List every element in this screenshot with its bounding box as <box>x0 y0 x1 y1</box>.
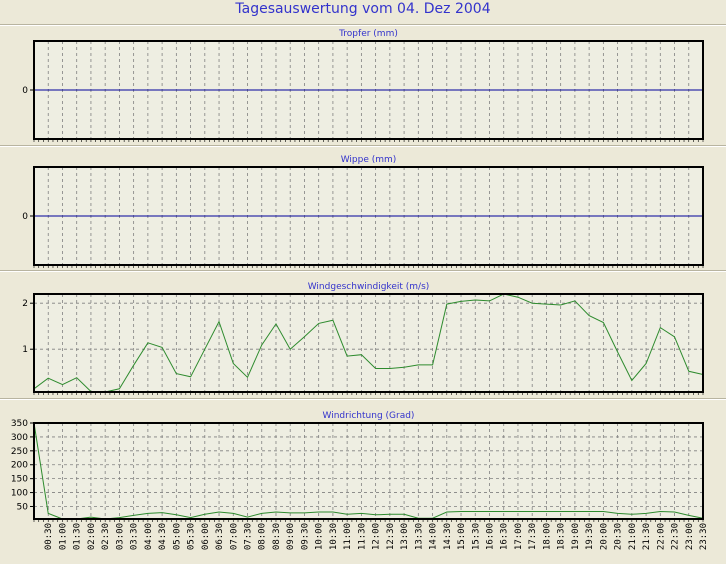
divider <box>0 24 726 26</box>
y-tick-label: 100 <box>11 489 28 499</box>
plot-border <box>33 422 704 520</box>
x-tick-label: 22:30 <box>671 523 681 550</box>
chart-title: Wippe (mm) <box>341 155 397 165</box>
y-tick-label: 300 <box>11 433 28 443</box>
y-tick-label: 150 <box>11 475 28 485</box>
x-tick-label: 14:30 <box>443 523 453 550</box>
x-tick-label: 10:30 <box>329 523 339 550</box>
x-tick-label: 07:00 <box>229 523 239 550</box>
x-tick-label: 15:30 <box>471 523 481 550</box>
x-tick-label: 05:00 <box>172 523 182 550</box>
x-tick-label: 21:00 <box>628 523 638 550</box>
x-tick-label: 11:00 <box>343 523 353 550</box>
x-tick-label: 15:00 <box>457 523 467 550</box>
y-tick-label: 0 <box>22 212 28 222</box>
x-tick-label: 06:30 <box>215 523 225 550</box>
plot-area <box>34 294 703 392</box>
y-tick-label: 250 <box>11 447 28 457</box>
y-tick-label: 2 <box>22 299 28 309</box>
x-tick-label: 13:30 <box>414 523 424 550</box>
x-tick-label: 05:30 <box>187 523 197 550</box>
x-tick-label: 09:00 <box>286 523 296 550</box>
chart-title: Windrichtung (Grad) <box>323 411 415 421</box>
x-tick-label: 13:00 <box>400 523 410 550</box>
y-tick-label: 0 <box>22 86 28 96</box>
x-tick-label: 01:30 <box>73 523 83 550</box>
x-tick-label: 03:30 <box>130 523 140 550</box>
x-tick-label: 20:00 <box>599 523 609 550</box>
x-tick-label: 03:00 <box>115 523 125 550</box>
plot-border <box>33 166 704 266</box>
x-tick-label: 17:00 <box>514 523 524 550</box>
plot-area <box>34 423 703 519</box>
x-tick-label: 22:00 <box>656 523 666 550</box>
x-tick-label: 06:00 <box>201 523 211 550</box>
x-tick-label: 16:30 <box>500 523 510 550</box>
chart-title: Tropfer (mm) <box>338 29 398 39</box>
x-tick-label: 04:30 <box>158 523 168 550</box>
x-tick-label: 17:30 <box>528 523 538 550</box>
divider <box>0 270 726 272</box>
plot-border <box>33 293 704 393</box>
x-tick-label: 19:30 <box>585 523 595 550</box>
chart-title: Windgeschwindigkeit (m/s) <box>308 282 430 292</box>
page-title: Tagesauswertung vom 04. Dez 2004 <box>235 1 491 17</box>
x-tick-label: 12:00 <box>372 523 382 550</box>
x-tick-label: 02:30 <box>101 523 111 550</box>
x-tick-label: 08:00 <box>258 523 268 550</box>
x-tick-label: 16:00 <box>485 523 495 550</box>
x-tick-label: 19:00 <box>571 523 581 550</box>
x-tick-label: 21:30 <box>642 523 652 550</box>
y-tick-label: 50 <box>17 502 29 512</box>
x-tick-label: 08:30 <box>272 523 282 550</box>
x-tick-label: 18:00 <box>542 523 552 550</box>
x-tick-label: 09:30 <box>300 523 310 550</box>
x-tick-label: 02:00 <box>87 523 97 550</box>
x-tick-label: 10:00 <box>315 523 325 550</box>
y-tick-label: 350 <box>11 419 28 429</box>
y-tick-label: 200 <box>11 461 28 471</box>
x-tick-label: 23:30 <box>699 523 709 550</box>
x-tick-label: 14:00 <box>429 523 439 550</box>
data-line <box>33 422 704 520</box>
x-tick-label: 04:00 <box>144 523 154 550</box>
divider <box>0 145 726 147</box>
x-tick-label: 20:30 <box>614 523 624 550</box>
plot-border <box>33 40 704 140</box>
x-tick-label: 11:30 <box>357 523 367 550</box>
x-tick-label: 00:30 <box>44 523 54 550</box>
x-tick-label: 07:30 <box>244 523 254 550</box>
x-tick-label: 01:00 <box>58 523 68 550</box>
data-line <box>33 293 704 393</box>
x-tick-label: 18:30 <box>557 523 567 550</box>
x-tick-label: 23:00 <box>685 523 695 550</box>
x-tick-label: 12:30 <box>386 523 396 550</box>
y-tick-label: 1 <box>22 345 28 355</box>
divider <box>0 398 726 400</box>
